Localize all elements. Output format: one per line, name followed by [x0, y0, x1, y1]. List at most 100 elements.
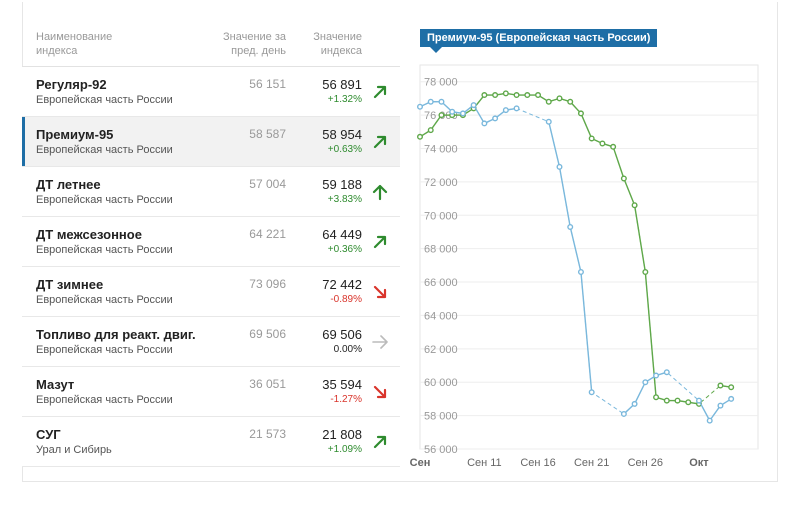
index-value: 21 808 [322, 427, 362, 442]
table-row[interactable]: ДТ межсезонное Европейская часть России 64… [22, 217, 400, 267]
arrow-up-right-icon [373, 235, 387, 249]
prev-day-value: 56 151 [249, 77, 286, 91]
data-point [524, 92, 531, 99]
index-value: 69 506 [322, 327, 362, 342]
change-percent: -0.89% [330, 294, 362, 305]
index-name: Топливо для реакт. двиг. [36, 327, 196, 342]
y-tick-label: 78 000 [424, 77, 458, 89]
change-percent: +0.63% [327, 144, 362, 155]
chart-title: Премиум-95 (Европейская часть России) [420, 29, 658, 53]
x-tick-label: Окт [689, 457, 709, 469]
change-percent: +0.36% [327, 244, 362, 255]
data-point [663, 397, 670, 404]
data-point [545, 98, 552, 105]
index-region: Европейская часть России [36, 244, 173, 256]
data-point [663, 369, 670, 376]
prev-day-value: 73 096 [249, 277, 286, 291]
table-row[interactable]: Топливо для реакт. двиг. Европейская част… [22, 317, 400, 367]
data-point [438, 98, 445, 105]
data-point [492, 115, 499, 122]
index-name: Регуляр-92 [36, 77, 107, 92]
index-name: СУГ [36, 427, 61, 442]
y-tick-label: 74 000 [424, 143, 458, 155]
series-segment [473, 104, 485, 124]
table-row[interactable]: СУГ Урал и Сибирь 21 573 21 808 +1.09% [22, 417, 400, 467]
y-tick-label: 58 000 [424, 411, 458, 423]
series-segment [580, 113, 593, 139]
series-segment [569, 226, 582, 273]
data-point [674, 397, 681, 404]
data-point [695, 397, 702, 404]
fuel-index-table: Наименование индекса Значение за пред. д… [22, 18, 400, 467]
table-body: Регуляр-92 Европейская часть России 56 151… [22, 67, 400, 467]
y-tick-label: 70 000 [424, 210, 458, 222]
index-region: Урал и Сибирь [36, 444, 112, 456]
table-row[interactable]: Регуляр-92 Европейская часть России 56 151… [22, 67, 400, 117]
series-segment [698, 400, 711, 421]
index-value: 64 449 [322, 227, 362, 242]
table-row[interactable]: Мазут Европейская часть России 36 051 35 59… [22, 367, 400, 417]
data-point [577, 110, 584, 117]
data-point [620, 410, 627, 417]
series-segment [633, 205, 647, 273]
price-chart[interactable]: 56 000 58 000 60 000 62 000 64 000 66 000 68 0… [400, 55, 800, 475]
index-value: 35 594 [322, 377, 362, 392]
y-tick-label: 64 000 [424, 310, 458, 322]
index-region: Европейская часть России [36, 394, 173, 406]
x-tick-label: Сен [410, 457, 431, 469]
data-point [685, 399, 692, 406]
header-index-value: Значение индекса [313, 31, 362, 57]
arrow-up-right-icon [373, 435, 387, 449]
data-point [588, 389, 595, 396]
header-name: Наименование индекса [36, 31, 113, 57]
series-segment [548, 121, 561, 168]
prev-day-value: 69 506 [249, 327, 286, 341]
data-point [567, 98, 574, 105]
table-row[interactable]: ДТ летнее Европейская часть России 57 004 5… [22, 167, 400, 217]
index-name: ДТ зимнее [36, 277, 104, 292]
x-tick-label: Сен 11 [467, 457, 502, 469]
data-point [642, 269, 649, 276]
arrow-down-right-icon [373, 385, 387, 399]
data-point [481, 120, 488, 127]
change-percent: +1.32% [327, 94, 362, 105]
index-value: 58 954 [322, 127, 362, 142]
prev-day-value: 21 573 [249, 427, 286, 441]
series-segment [430, 114, 443, 131]
data-point [545, 118, 552, 125]
data-point [535, 92, 542, 99]
arrow-right-icon [372, 335, 388, 349]
table-row[interactable]: Премиум-95 Европейская часть России 58 587… [22, 117, 400, 167]
data-point [706, 417, 713, 424]
index-value: 56 891 [322, 77, 362, 92]
data-point [513, 105, 520, 112]
table-row[interactable]: ДТ зимнее Европейская часть России 73 096 7… [22, 267, 400, 317]
data-point [502, 90, 509, 97]
data-point [449, 108, 456, 115]
index-region: Европейская часть России [36, 344, 173, 356]
arrow-up-right-icon [373, 135, 387, 149]
prev-day-value: 64 221 [249, 227, 286, 241]
data-point [717, 382, 724, 389]
series-segment [580, 271, 593, 393]
data-point [631, 400, 638, 407]
data-point [417, 103, 424, 110]
index-value: 59 188 [322, 177, 362, 192]
y-tick-label: 66 000 [424, 277, 458, 289]
y-tick-label: 60 000 [424, 377, 458, 389]
data-point [417, 133, 424, 140]
arrow-up-icon [372, 184, 388, 201]
x-tick-label: Сен 16 [520, 457, 555, 469]
index-name: ДТ летнее [36, 177, 101, 192]
data-point [459, 110, 466, 117]
y-tick-label: 72 000 [424, 177, 458, 189]
data-point [556, 163, 563, 170]
arrow-down-right-icon [373, 285, 387, 299]
data-point [620, 175, 627, 182]
data-point [502, 107, 509, 114]
data-point [728, 395, 735, 402]
data-point [427, 98, 434, 105]
data-point [717, 402, 724, 409]
index-name: Мазут [36, 377, 75, 392]
index-name: Премиум-95 [36, 127, 114, 142]
